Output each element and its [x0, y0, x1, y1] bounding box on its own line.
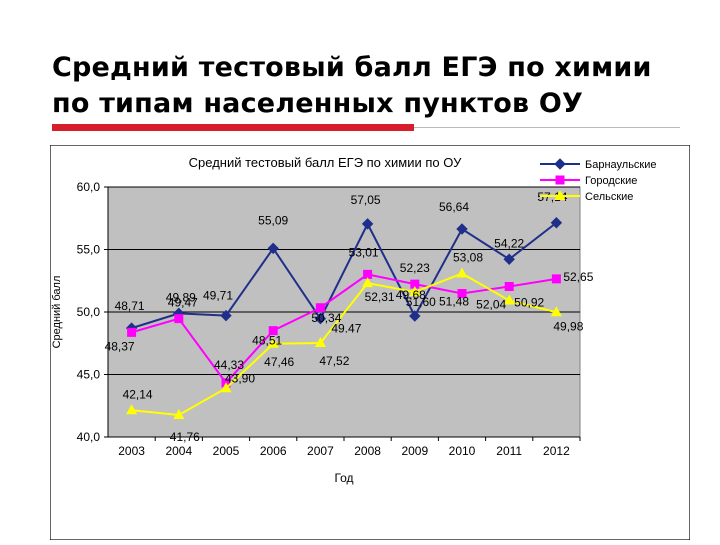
series-line	[131, 221, 558, 330]
data-point-triangle	[314, 337, 326, 347]
data-label: 48,71	[115, 299, 145, 313]
slide-title-line-1: Средний тестовый балл ЕГЭ по химии	[52, 52, 652, 83]
slide-title: Средний тестовый балл ЕГЭ по химии по ти…	[52, 50, 692, 122]
data-label: 52,23	[400, 261, 430, 275]
data-label: 50,34	[311, 311, 341, 325]
x-tick-label: 2005	[213, 444, 240, 458]
x-tick-label: 2007	[307, 444, 334, 458]
x-tick-label: 2010	[449, 444, 476, 458]
data-point-triangle	[173, 409, 185, 419]
x-tick-label: 2003	[118, 444, 145, 458]
data-point-diamond	[314, 312, 327, 325]
data-point-diamond	[361, 218, 374, 230]
data-labels: 48,71 49,89 49,71 55,09 49.47 57,05 49,68 56,64…	[105, 190, 594, 444]
y-tick-label: 45,0	[77, 368, 101, 382]
legend-label: Барнаульские	[585, 159, 657, 171]
data-label: 53,01	[349, 245, 379, 259]
y-tick-label: 40,0	[77, 430, 101, 444]
data-label: 49.47	[331, 322, 361, 336]
y-axis-title: Средний балл	[51, 276, 63, 349]
data-label: 49,47	[168, 296, 198, 310]
data-point-square	[315, 303, 325, 313]
data-point-square	[555, 175, 565, 185]
data-label: 44,33	[214, 358, 244, 372]
axes: 40,0 45,0 50,0 55,0 60,0 2003 2004 2005 2006 2007…	[77, 180, 581, 458]
data-point-diamond	[554, 158, 566, 170]
data-point-diamond	[456, 223, 468, 235]
data-point-triangle	[554, 190, 566, 200]
x-axis-title: Год	[334, 471, 353, 485]
legend-label: Городские	[585, 175, 637, 187]
series-line	[131, 273, 557, 385]
data-label: 51,60	[406, 295, 436, 309]
series-1	[125, 217, 563, 334]
data-label: 57,05	[351, 193, 381, 207]
title-accent-rule	[52, 124, 414, 131]
x-tick-label: 2012	[543, 444, 570, 458]
data-point-diamond	[267, 242, 279, 255]
data-label: 49,89	[166, 290, 196, 304]
data-label: 42,14	[123, 387, 153, 401]
line-chart: 40,0 45,0 50,0 55,0 60,0 2003 2004 2005 2006 2007…	[49, 144, 691, 541]
data-label: 54,22	[494, 236, 524, 250]
data-point-diamond	[550, 217, 563, 229]
data-point-triangle	[550, 306, 562, 317]
series-layer	[125, 217, 563, 419]
data-label: 52,04	[476, 298, 506, 312]
data-point-triangle	[456, 267, 468, 278]
x-tick-label: 2008	[354, 444, 381, 458]
data-label: 52,31	[365, 290, 395, 304]
title-divider-rule	[414, 127, 680, 128]
series-line	[131, 272, 557, 417]
data-point-diamond	[409, 310, 421, 322]
data-point-square	[457, 289, 467, 298]
data-point-diamond	[220, 309, 232, 322]
data-point-triangle	[362, 277, 374, 288]
data-label: 50,92	[514, 296, 544, 310]
legend: Барнаульские Городские Сельские	[540, 158, 657, 203]
data-label: 49,71	[203, 289, 233, 303]
x-tick-label: 2006	[260, 444, 287, 458]
data-label: 48,37	[105, 339, 135, 353]
data-point-triangle	[409, 286, 421, 296]
data-label: 48,51	[252, 334, 282, 348]
data-point-triangle	[503, 294, 515, 305]
data-point-square	[410, 279, 420, 289]
data-label: 47,46	[264, 355, 294, 369]
data-point-diamond	[503, 253, 515, 265]
legend-label: Сельские	[585, 191, 633, 203]
slide-title-line-2: по типам населенных пунктов ОУ	[52, 88, 584, 119]
data-point-triangle	[220, 382, 232, 393]
y-tick-label: 50,0	[77, 305, 101, 319]
y-tick-label: 55,0	[77, 243, 101, 257]
data-point-triangle	[267, 337, 279, 348]
data-label: 51,48	[439, 295, 469, 309]
data-label: 56,64	[439, 200, 469, 214]
data-point-square	[174, 314, 184, 324]
data-point-triangle	[126, 404, 138, 415]
data-label: 47,52	[319, 354, 349, 368]
x-tick-label: 2004	[165, 444, 192, 458]
x-tick-label: 2011	[496, 444, 522, 458]
data-label: 49,68	[396, 288, 426, 302]
data-label: 53,08	[453, 251, 483, 265]
series-3	[126, 267, 562, 419]
data-label: 43,90	[225, 371, 255, 385]
x-tick-label: 2009	[401, 444, 428, 458]
data-point-square	[504, 282, 514, 291]
data-point-square	[127, 327, 137, 337]
data-label: 49,98	[553, 319, 583, 333]
data-point-square	[551, 274, 561, 284]
data-point-square	[268, 326, 278, 336]
y-tick-label: 60,0	[77, 180, 101, 194]
chart-container: 40,0 45,0 50,0 55,0 60,0 2003 2004 2005 2006 2007…	[49, 144, 691, 541]
data-label: 52,65	[563, 270, 593, 284]
data-label: 41,76	[170, 430, 200, 444]
data-label: 55,09	[258, 213, 288, 227]
data-point-square	[363, 269, 373, 279]
chart-title: Средний тестовый балл ЕГЭ по химии по ОУ	[189, 155, 462, 170]
